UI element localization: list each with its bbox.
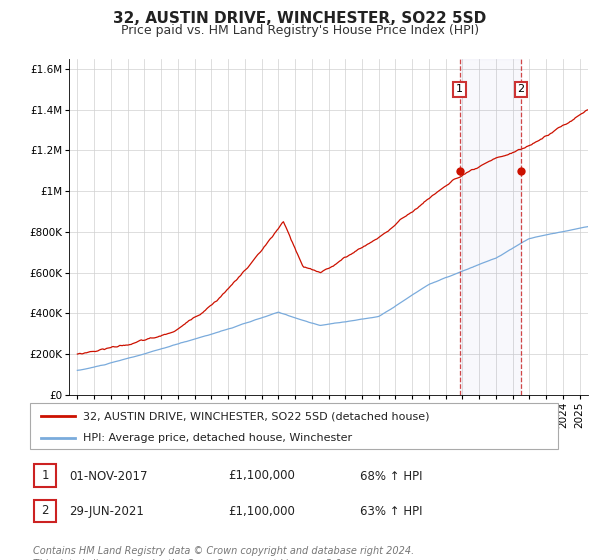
Text: £1,100,000: £1,100,000 <box>228 469 295 483</box>
Text: 1: 1 <box>456 85 463 94</box>
Text: 2: 2 <box>517 85 524 94</box>
Text: 1: 1 <box>41 469 49 482</box>
Text: 29-JUN-2021: 29-JUN-2021 <box>69 505 144 518</box>
Text: 32, AUSTIN DRIVE, WINCHESTER, SO22 5SD (detached house): 32, AUSTIN DRIVE, WINCHESTER, SO22 5SD (… <box>83 411 430 421</box>
Text: 01-NOV-2017: 01-NOV-2017 <box>69 469 148 483</box>
Text: £1,100,000: £1,100,000 <box>228 505 295 518</box>
Text: Price paid vs. HM Land Registry's House Price Index (HPI): Price paid vs. HM Land Registry's House … <box>121 24 479 36</box>
Text: 2: 2 <box>41 505 49 517</box>
Text: Contains HM Land Registry data © Crown copyright and database right 2024.
This d: Contains HM Land Registry data © Crown c… <box>33 546 414 560</box>
Text: 32, AUSTIN DRIVE, WINCHESTER, SO22 5SD: 32, AUSTIN DRIVE, WINCHESTER, SO22 5SD <box>113 11 487 26</box>
Text: 68% ↑ HPI: 68% ↑ HPI <box>360 469 422 483</box>
Text: 63% ↑ HPI: 63% ↑ HPI <box>360 505 422 518</box>
Text: HPI: Average price, detached house, Winchester: HPI: Average price, detached house, Winc… <box>83 433 352 443</box>
Bar <box>460 59 521 395</box>
